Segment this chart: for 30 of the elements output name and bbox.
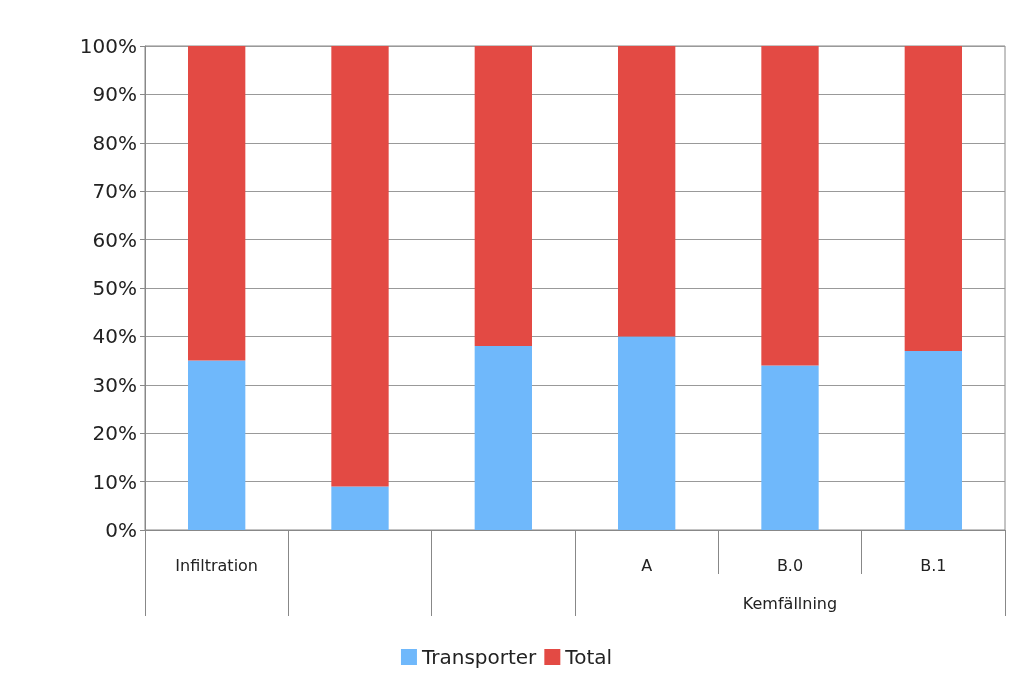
y-tick-label: 0% [105,518,137,542]
bar [474,46,532,347]
y-tick-label: 30% [92,372,137,397]
bar [904,350,962,530]
text: Kemfällning [742,593,838,613]
y-tick-label: 70% [92,179,137,204]
x-tick-label: Infiltration [175,555,259,575]
bar [474,346,532,530]
legend-label: Total [564,645,613,669]
bar [761,365,819,530]
y-tick-label: 80% [92,130,137,155]
y-tick-label: 20% [92,421,137,446]
y-tick-label: 40% [92,324,137,349]
bar [188,46,246,361]
bar [331,46,389,487]
y-tick-label: 90% [92,82,137,107]
bar [618,46,676,337]
bar [331,486,389,530]
y-tick-label: 10% [92,469,137,494]
bar [761,46,819,366]
bar [904,46,962,351]
x-tick-label: A [641,555,653,575]
x-tick-label: B.1 [920,555,947,575]
y-tick-label: 60% [92,227,137,252]
y-tick-label: 50% [92,276,137,300]
x-tick-label: B.0 [776,555,804,575]
bar [618,336,676,530]
bar [188,360,246,530]
y-tick-label: 100% [79,34,137,58]
legend-label: Transporter [420,645,538,669]
